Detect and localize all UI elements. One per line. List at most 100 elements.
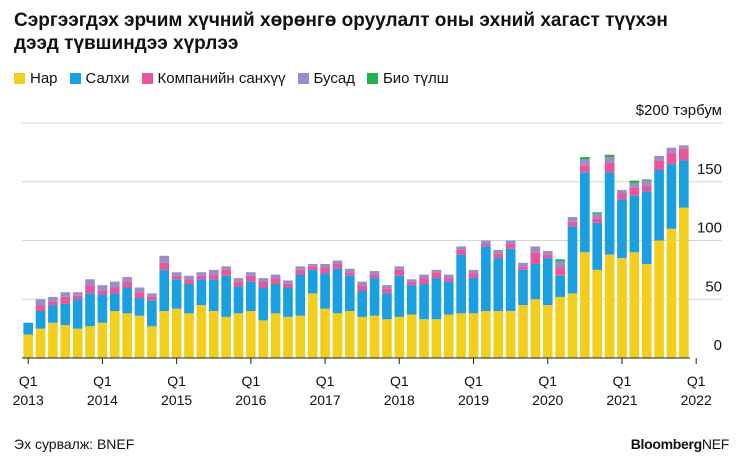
x-tick-year-label: 2013 [13,392,44,408]
bar-segment-corporate-finance [431,272,442,279]
bar-segment-solar [134,315,145,358]
bar-segment-solar [555,296,565,358]
source-note: Эх сурвалж: BNEF [14,436,135,452]
bar-segment-solar [542,305,553,359]
bar-segment-other [196,272,207,276]
bar-segment-other [394,266,405,270]
bar-segment-solar [307,293,318,359]
bar-segment-solar [419,319,429,358]
bar-segment-solar [97,322,108,358]
legend-item-biofuels: Био түлш [366,69,449,87]
bar-segment-corporate-finance [60,296,71,304]
bar-segment-other [357,281,368,286]
bar-segment-solar [617,258,627,359]
bar-segment-other [431,269,442,273]
bar-segment-other [654,155,664,161]
bar-segment-solar [666,228,677,358]
bar-segment-corporate-finance [171,275,182,280]
bar-segment-solar [23,334,34,358]
bar-segment-wind [320,273,330,309]
x-tick-label: Q1 [167,373,186,389]
bar-segment-other [456,246,466,250]
bar-segment-other [221,266,231,270]
bar-segment-other [171,272,182,276]
legend-label-solar: Нар [30,69,58,87]
brand-logo: BloombergNEF [630,436,730,452]
legend-swatch-corporate-finance [141,72,153,84]
bar-segment-solar [357,316,368,359]
bar-segment-other [246,272,256,276]
bar-segment-other [555,261,565,268]
bar-segment-solar [147,326,157,358]
bar-segment-other [283,280,293,284]
bar-segment-other [567,217,578,222]
bar-segment-wind [221,275,231,317]
bar-segment-other [97,285,108,292]
bar-segment-other [122,276,132,282]
bar-segment-solar [221,316,231,359]
bar-segment-corporate-finance [270,278,281,284]
y-tick-label: 50 [705,278,722,295]
bar-segment-other [35,299,46,306]
bar-segment-other [542,251,553,255]
bar-segment-corporate-finance [134,292,145,299]
bar-segment-corporate-finance [35,305,46,312]
bar-segment-corporate-finance [320,267,330,274]
bar-segment-corporate-finance [97,291,108,295]
bar-segment-other [530,246,541,253]
legend-label-other: Бусад [313,69,355,87]
bar-segment-wind [406,285,417,315]
x-tick-year-label: 2014 [87,392,118,408]
bar-segment-corporate-finance [481,244,491,247]
bar-segment-solar [60,325,71,358]
bar-segment-solar [283,316,293,359]
bar-segment-solar [456,313,466,358]
bar-segment-corporate-finance [344,272,355,276]
bar-segment-solar [431,319,442,358]
bar-segment-corporate-finance [518,266,528,270]
bar-segment-corporate-finance [555,267,565,276]
bar-segment-solar [208,311,219,358]
bar-segment-biofuels [641,179,652,181]
bar-segment-wind [233,286,244,314]
bar-segment-other [295,266,306,270]
legend-item-other: Бусад [297,69,355,87]
bar-segment-wind [357,291,368,317]
x-tick-label: Q1 [687,373,706,389]
bar-segment-wind [246,281,256,312]
bar-segment-other [109,281,120,288]
bar-segment-corporate-finance [184,279,194,284]
legend-label-wind: Салхи [85,69,130,87]
bar-segment-wind [580,172,590,253]
bar-segment-wind [184,283,194,314]
brand-bold: Bloomberg [630,436,703,452]
bar-segment-other [678,145,689,149]
bar-segment-corporate-finance [233,281,244,287]
x-tick-year-label: 2017 [309,392,340,408]
bar-segment-other [406,279,417,282]
bar-segment-wind [654,170,664,241]
bar-segment-biofuels [629,180,640,183]
y-tick-label: 150 [697,161,722,178]
bar-segment-other [48,296,58,302]
bar-segment-other [493,249,504,254]
x-tick-year-label: 2019 [458,392,489,408]
bar-segment-other [468,269,479,274]
bar-segment-corporate-finance [468,273,479,279]
bar-segment-wind [109,293,120,312]
bar-segment-wind [60,303,71,326]
x-tick-label: Q1 [390,373,409,389]
bar-segment-biofuels [580,157,590,160]
bar-segment-other [369,271,380,275]
bar-segment-other [481,240,491,245]
bar-segment-other [184,275,194,280]
bar-segment-other [208,269,219,275]
bar-segment-corporate-finance [208,274,219,280]
bar-segment-solar [184,313,194,358]
bar-segment-wind [394,275,405,317]
bar-segment-solar [270,313,281,358]
bar-segment-solar [406,314,417,358]
legend-label-biofuels: Био түлш [382,69,449,87]
bar-segment-corporate-finance [406,281,417,286]
chart-legend: Нар Салхи Компанийн санхүү Бусад Био түл… [14,68,461,88]
